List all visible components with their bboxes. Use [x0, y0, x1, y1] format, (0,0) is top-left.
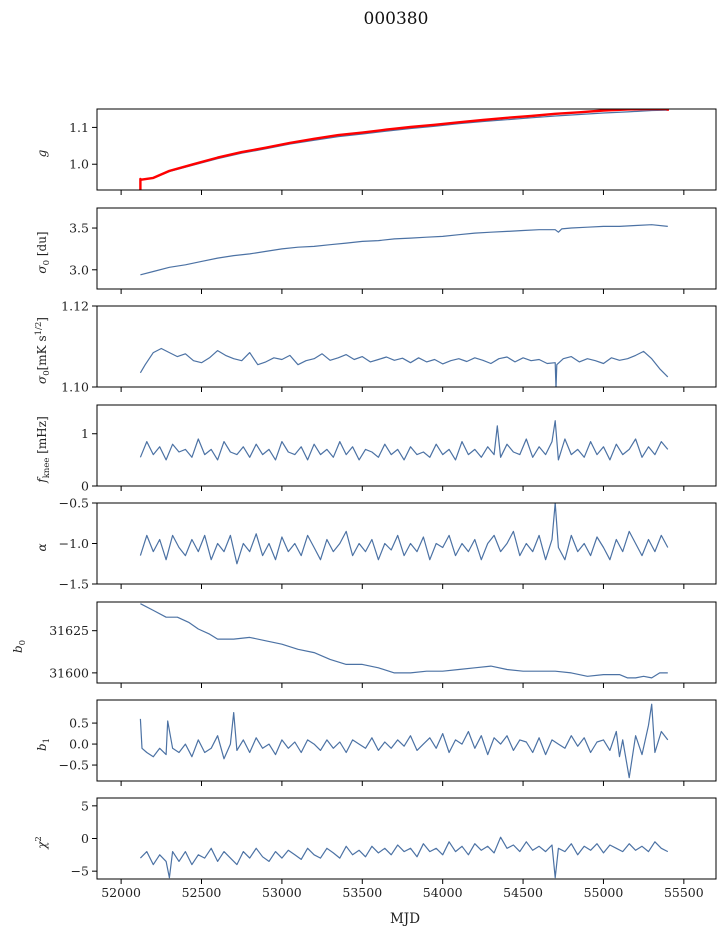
- panel-3: 1.10 1.12 σ0[mK s1/2]: [34, 299, 717, 395]
- series-line: [139, 703, 669, 779]
- y-tick-label: 1.0: [69, 157, 89, 172]
- panel-4: 0 1 fknee [mHz]: [35, 404, 717, 494]
- y-axis-label: σ0[mK s1/2]: [34, 317, 52, 384]
- panels-group: 1.0 1.1 g 3.0 3.5 σ0 [du] 1.10 1.12 σ0[mK s1/2] 0…: [11, 108, 717, 900]
- y-tick-label: −1.0: [59, 536, 89, 551]
- y-tick-label: 3.5: [69, 221, 89, 236]
- axes-frame: [96, 797, 717, 880]
- y-tick-label: −0.5: [59, 496, 89, 511]
- y-tick-label: 31625: [49, 623, 89, 638]
- y-tick-label: −5: [71, 864, 89, 879]
- y-tick-label: 3.0: [69, 262, 89, 277]
- y-tick-label: 1: [81, 426, 89, 441]
- x-axis-label: MJD: [390, 911, 420, 927]
- series-line: [139, 420, 669, 461]
- x-tick-label: 53000: [262, 885, 302, 900]
- y-tick-label: −1.5: [59, 577, 89, 592]
- y-tick-label: 31600: [49, 665, 89, 680]
- y-tick-label: 5: [81, 798, 89, 813]
- y-tick-label: 1.12: [61, 299, 89, 314]
- x-tick-label: 52500: [182, 885, 222, 900]
- panel-8: −5 0 5 52000 52500 53000 53500 54000 54500 55000 5…: [34, 797, 717, 900]
- axes-frame: [96, 108, 717, 191]
- axes-frame: [96, 404, 717, 487]
- y-axis-label: g: [35, 149, 49, 157]
- panel-7: −0.5 0.0 0.5 b1: [35, 699, 717, 786]
- y-axis-label: σ0 [du]: [35, 231, 52, 273]
- y-axis-label: fknee [mHz]: [35, 416, 52, 483]
- x-tick-label: 55500: [664, 885, 704, 900]
- axes-frame: [96, 699, 717, 782]
- x-tick-label: 53500: [342, 885, 382, 900]
- y-tick-label: 0.5: [69, 716, 89, 731]
- series-line: [139, 109, 669, 190]
- panel-1: 1.0 1.1 g: [35, 108, 717, 195]
- y-tick-label: 1.10: [61, 380, 89, 395]
- y-tick-label: 1.1: [69, 120, 89, 135]
- axes-frame: [96, 601, 717, 684]
- series-line: [139, 836, 669, 879]
- y-tick-label: −0.5: [59, 758, 89, 773]
- y-axis-label: α: [35, 543, 49, 551]
- y-tick-label: 0: [81, 831, 89, 846]
- panel-5: −1.5 −1.0 −0.5 α: [35, 496, 717, 592]
- x-tick-label: 54000: [423, 885, 463, 900]
- x-tick-label: 55000: [584, 885, 624, 900]
- series-line: [140, 224, 668, 276]
- axes-frame: [96, 207, 717, 290]
- figure-title: 000380: [364, 9, 429, 29]
- y-axis-label: b0: [11, 640, 28, 653]
- panel-2: 3.0 3.5 σ0 [du]: [35, 207, 717, 294]
- x-tick-label: 54500: [503, 885, 543, 900]
- y-axis-label: χ2: [34, 836, 49, 850]
- axes-frame: [96, 305, 717, 388]
- series-line: [140, 109, 668, 181]
- series-line: [139, 347, 669, 387]
- y-tick-label: 0.0: [69, 737, 89, 752]
- y-axis-label: b1: [35, 738, 52, 751]
- series-line: [140, 603, 668, 679]
- panel-6: 31600 31625 b0: [11, 601, 717, 688]
- x-tick-label: 52000: [101, 885, 141, 900]
- series-line: [139, 503, 669, 565]
- y-tick-label: 0: [81, 479, 89, 494]
